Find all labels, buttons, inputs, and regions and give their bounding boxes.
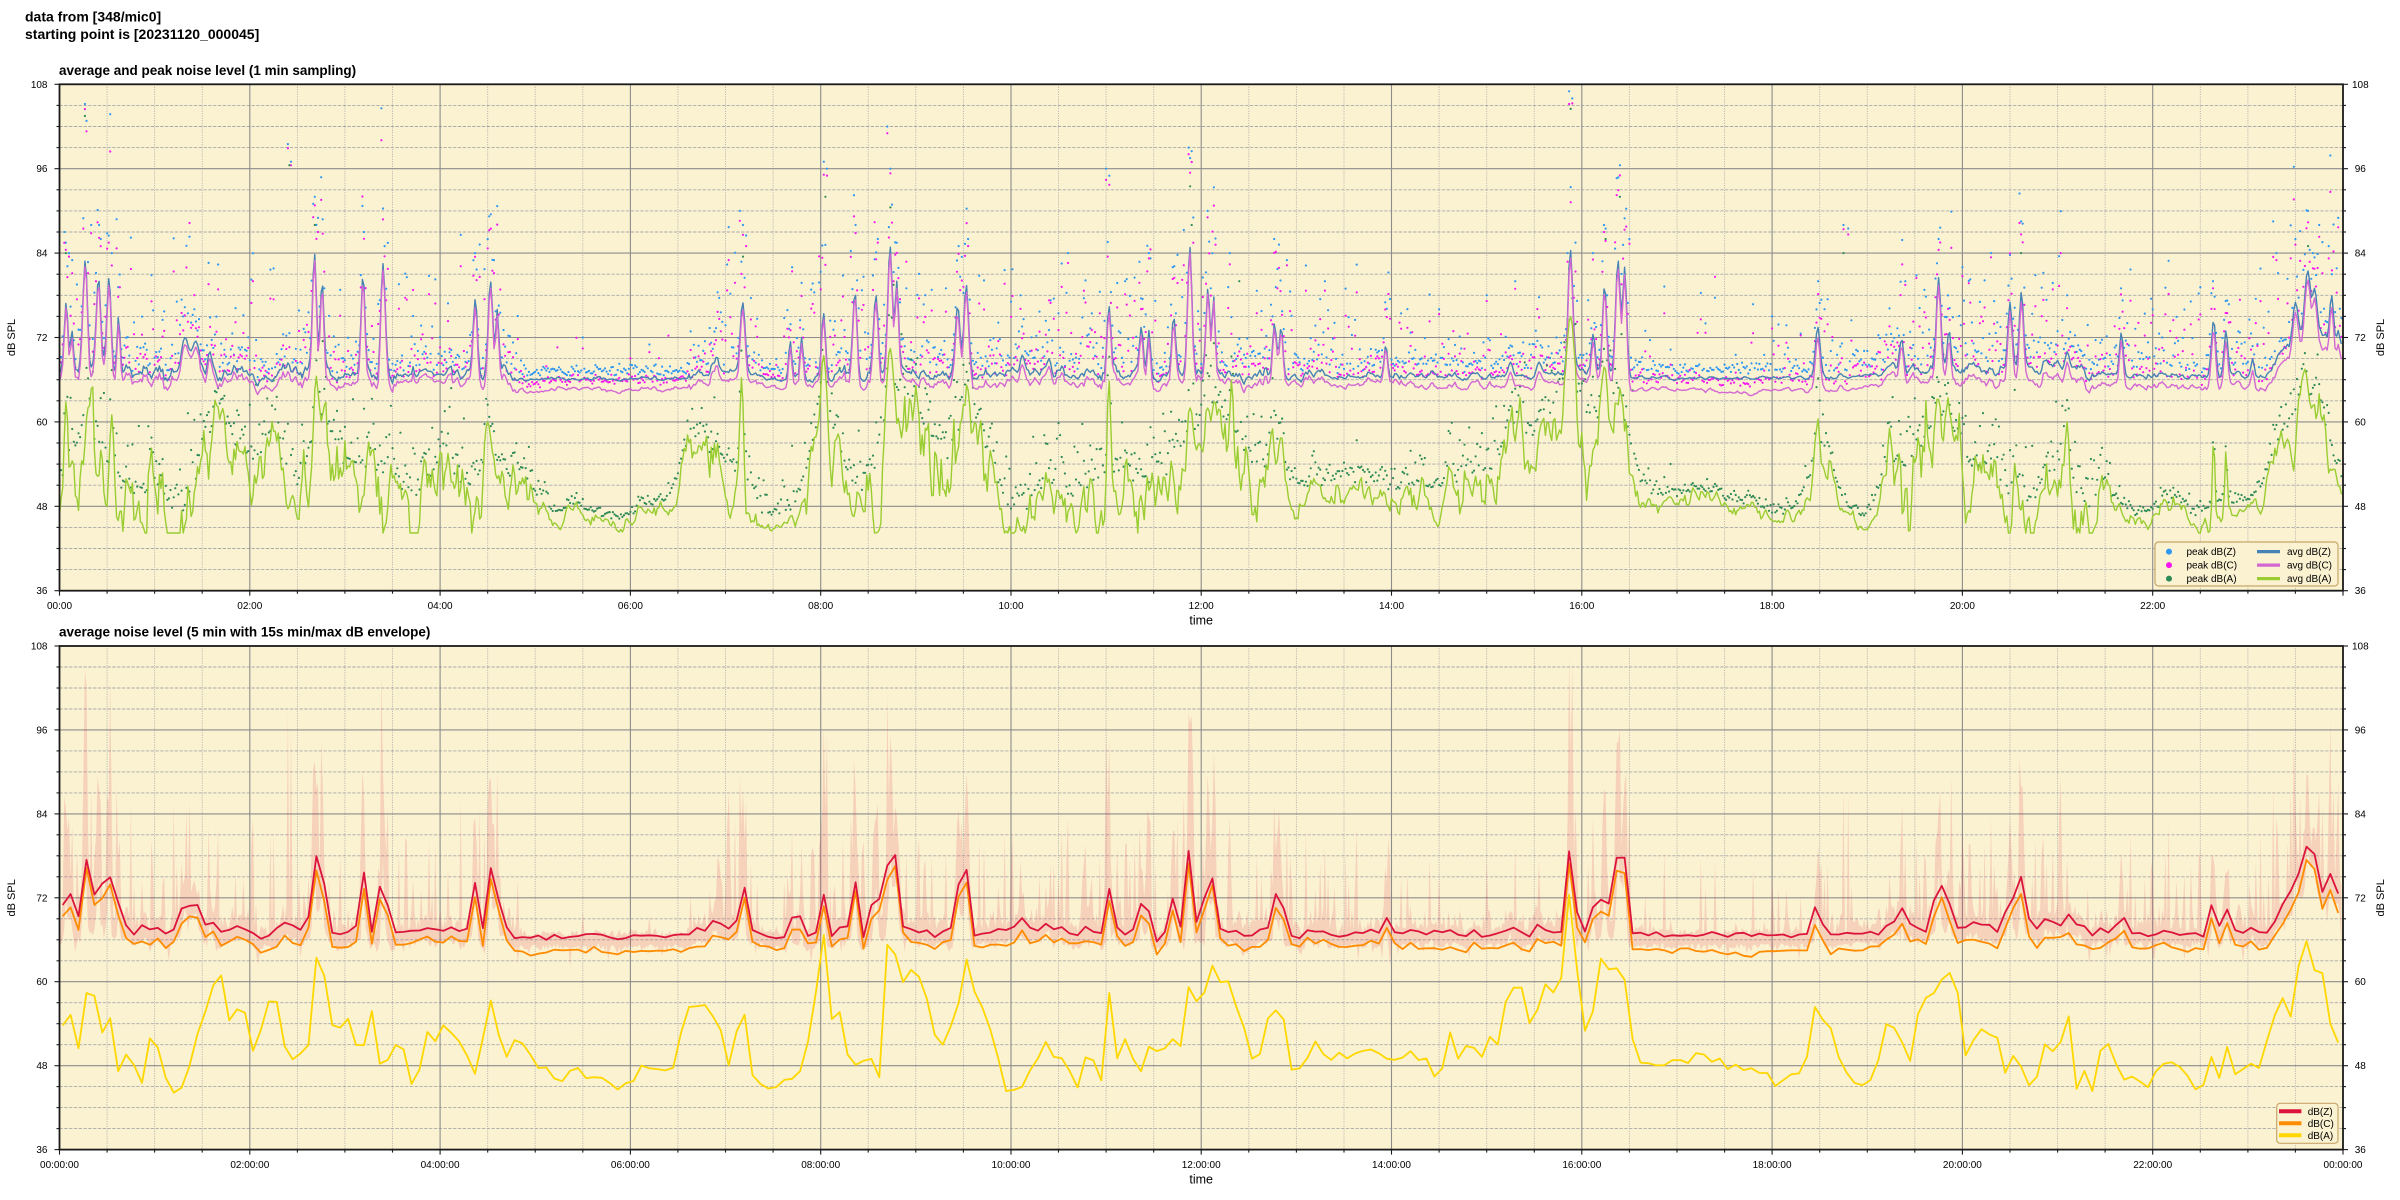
svg-text:02:00: 02:00 xyxy=(237,601,262,612)
svg-text:18:00:00: 18:00:00 xyxy=(1753,1160,1792,1171)
svg-text:18:00: 18:00 xyxy=(1760,601,1785,612)
svg-text:36: 36 xyxy=(36,1145,48,1156)
svg-text:10:00: 10:00 xyxy=(998,601,1023,612)
svg-text:data from [348/mic0]: data from [348/mic0] xyxy=(25,8,161,24)
svg-text:96: 96 xyxy=(2355,725,2367,736)
svg-text:36: 36 xyxy=(2355,586,2367,597)
svg-text:20:00:00: 20:00:00 xyxy=(1943,1160,1982,1171)
svg-text:00:00: 00:00 xyxy=(47,601,72,612)
svg-text:dB(A): dB(A) xyxy=(2308,1131,2334,1142)
svg-text:04:00: 04:00 xyxy=(428,601,453,612)
svg-text:108: 108 xyxy=(31,80,48,91)
svg-text:06:00: 06:00 xyxy=(618,601,643,612)
svg-text:00:00:00: 00:00:00 xyxy=(2324,1160,2363,1171)
svg-text:04:00:00: 04:00:00 xyxy=(421,1160,460,1171)
svg-text:96: 96 xyxy=(2355,164,2367,175)
svg-text:dB SPL: dB SPL xyxy=(2375,319,2387,356)
svg-text:02:00:00: 02:00:00 xyxy=(230,1160,269,1171)
svg-text:14:00:00: 14:00:00 xyxy=(1372,1160,1411,1171)
svg-text:16:00: 16:00 xyxy=(1569,601,1594,612)
svg-text:20:00: 20:00 xyxy=(1950,601,1975,612)
svg-text:dB(Z): dB(Z) xyxy=(2308,1107,2333,1118)
svg-text:22:00:00: 22:00:00 xyxy=(2133,1160,2172,1171)
svg-text:96: 96 xyxy=(36,164,48,175)
svg-text:time: time xyxy=(1189,613,1213,627)
svg-text:48: 48 xyxy=(2355,502,2367,513)
svg-text:48: 48 xyxy=(36,502,48,513)
svg-text:108: 108 xyxy=(2352,642,2369,653)
svg-text:14:00: 14:00 xyxy=(1379,601,1404,612)
svg-text:06:00:00: 06:00:00 xyxy=(611,1160,650,1171)
svg-text:60: 60 xyxy=(36,417,48,428)
svg-text:avg dB(A): avg dB(A) xyxy=(2287,574,2331,585)
svg-text:96: 96 xyxy=(36,725,48,736)
svg-text:average noise level (5 min wit: average noise level (5 min with 15s min/… xyxy=(59,625,430,640)
svg-text:84: 84 xyxy=(2355,249,2367,260)
svg-text:60: 60 xyxy=(36,977,48,988)
svg-text:60: 60 xyxy=(2355,977,2367,988)
svg-text:84: 84 xyxy=(2355,809,2367,820)
svg-text:time: time xyxy=(1189,1172,1213,1186)
svg-text:peak dB(A): peak dB(A) xyxy=(2187,574,2237,585)
svg-text:08:00: 08:00 xyxy=(808,601,833,612)
svg-text:72: 72 xyxy=(36,333,48,344)
svg-text:dB SPL: dB SPL xyxy=(2375,879,2387,916)
svg-text:avg dB(Z): avg dB(Z) xyxy=(2287,547,2331,558)
svg-text:72: 72 xyxy=(2355,333,2367,344)
svg-text:84: 84 xyxy=(36,809,48,820)
svg-text:22:00: 22:00 xyxy=(2140,601,2165,612)
svg-text:48: 48 xyxy=(36,1061,48,1072)
svg-text:08:00:00: 08:00:00 xyxy=(801,1160,840,1171)
svg-text:60: 60 xyxy=(2355,417,2367,428)
svg-text:84: 84 xyxy=(36,249,48,260)
svg-text:72: 72 xyxy=(2355,893,2367,904)
svg-text:12:00:00: 12:00:00 xyxy=(1182,1160,1221,1171)
svg-text:108: 108 xyxy=(2352,80,2369,91)
svg-text:dB(C): dB(C) xyxy=(2308,1119,2334,1130)
svg-text:avg dB(C): avg dB(C) xyxy=(2287,561,2332,572)
svg-text:12:00: 12:00 xyxy=(1189,601,1214,612)
svg-text:72: 72 xyxy=(36,893,48,904)
svg-text:36: 36 xyxy=(36,586,48,597)
svg-text:48: 48 xyxy=(2355,1061,2367,1072)
svg-text:00:00:00: 00:00:00 xyxy=(40,1160,79,1171)
svg-text:108: 108 xyxy=(31,642,48,653)
svg-text:16:00:00: 16:00:00 xyxy=(1562,1160,1601,1171)
svg-text:dB SPL: dB SPL xyxy=(6,319,18,356)
svg-text:10:00:00: 10:00:00 xyxy=(992,1160,1031,1171)
svg-text:average and peak noise level (: average and peak noise level (1 min samp… xyxy=(59,63,356,78)
svg-text:dB SPL: dB SPL xyxy=(6,879,18,916)
svg-text:36: 36 xyxy=(2355,1145,2367,1156)
svg-text:peak dB(C): peak dB(C) xyxy=(2187,561,2238,572)
svg-text:starting point is [20231120_00: starting point is [20231120_000045] xyxy=(25,26,259,42)
svg-text:peak dB(Z): peak dB(Z) xyxy=(2187,547,2236,558)
